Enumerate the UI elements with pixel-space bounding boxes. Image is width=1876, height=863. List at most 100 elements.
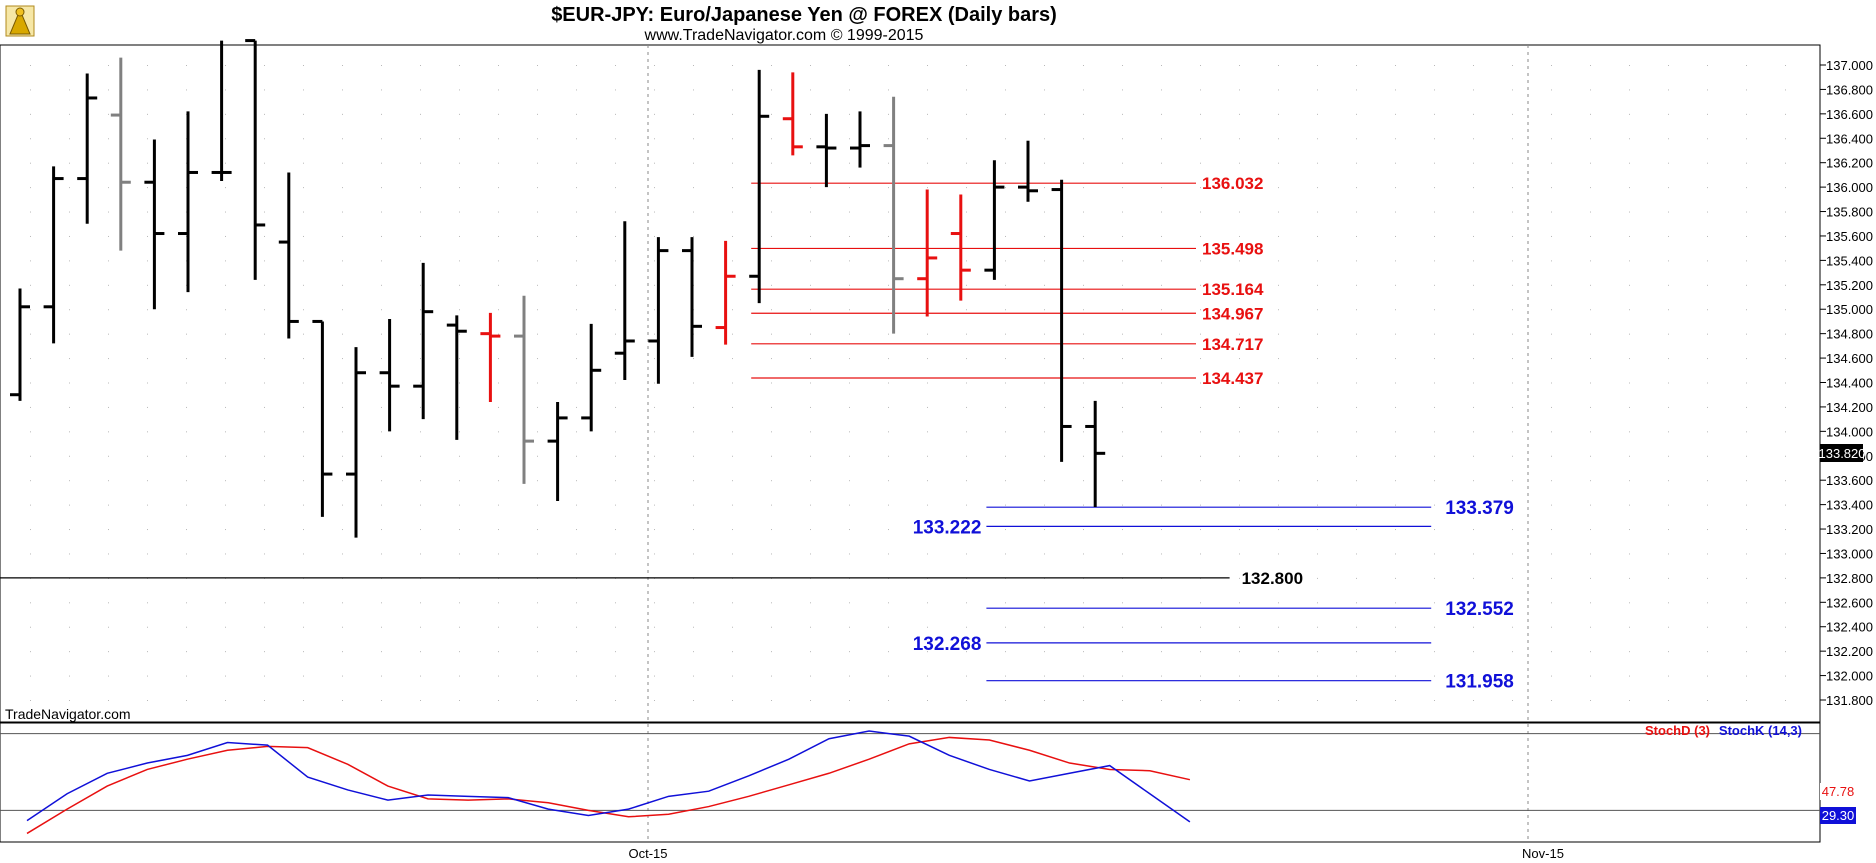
grid-dot — [1239, 187, 1240, 189]
grid-dot — [186, 431, 187, 433]
grid-dot — [1317, 455, 1318, 457]
grid-dot — [420, 480, 421, 482]
grid-dot — [849, 382, 850, 384]
price-panel-frame — [0, 44, 1821, 723]
grid-dot — [303, 651, 304, 653]
grid-dot — [654, 284, 655, 286]
grid-dot — [888, 333, 889, 335]
grid-dot — [732, 626, 733, 628]
grid-dot — [1122, 235, 1123, 237]
grid-dot — [1590, 577, 1591, 579]
grid-dot — [1707, 480, 1708, 482]
grid-dot — [1668, 602, 1669, 604]
grid-dot — [108, 406, 109, 408]
grid-dot — [342, 602, 343, 604]
grid-dot — [498, 700, 499, 701]
level-label: 133.379 — [1445, 498, 1514, 519]
grid-dot — [186, 382, 187, 384]
grid-dot — [225, 65, 226, 66]
grid-dot — [69, 455, 70, 457]
grid-dot — [498, 187, 499, 189]
grid-dot — [420, 235, 421, 237]
grid-dot — [1122, 406, 1123, 408]
grid-dot — [576, 651, 577, 653]
grid-dot — [771, 382, 772, 384]
grid-dot — [381, 602, 382, 604]
grid-dot — [537, 529, 538, 531]
grid-dot — [1668, 382, 1669, 384]
grid-dot — [615, 65, 616, 66]
grid-dot — [732, 504, 733, 506]
grid-dot — [849, 480, 850, 482]
grid-dot — [1668, 309, 1669, 311]
grid-dot — [1278, 602, 1279, 604]
grid-dot — [1551, 504, 1552, 506]
grid-dot — [1200, 480, 1201, 482]
grid-dot — [810, 406, 811, 408]
grid-dot — [732, 602, 733, 604]
ohlc-bar — [984, 160, 1005, 280]
grid-dot — [30, 235, 31, 237]
grid-dot — [1512, 602, 1513, 604]
grid-dot — [654, 358, 655, 360]
grid-dot — [1707, 602, 1708, 604]
grid-dot — [420, 675, 421, 677]
grid-dot — [381, 89, 382, 91]
grid-dot — [1473, 480, 1474, 482]
grid-dot — [693, 480, 694, 482]
grid-dot — [1551, 700, 1552, 701]
grid-dot — [1629, 333, 1630, 335]
grid-dot — [420, 211, 421, 213]
grid-dot — [732, 65, 733, 66]
stochastic-panel — [0, 730, 1820, 835]
grid-dot — [498, 333, 499, 335]
grid-dot — [771, 480, 772, 482]
grid-dot — [810, 651, 811, 653]
grid-dot — [1239, 626, 1240, 628]
grid-dot — [1785, 651, 1786, 653]
grid-dot — [1395, 651, 1396, 653]
grid-dot — [927, 504, 928, 506]
grid-dot — [147, 382, 148, 384]
grid-dot — [30, 65, 31, 66]
grid-dot — [810, 529, 811, 531]
grid-dot — [225, 113, 226, 115]
grid-dot — [1629, 187, 1630, 189]
grid-dot — [381, 187, 382, 189]
grid-dot — [1707, 113, 1708, 115]
grid-dot — [264, 626, 265, 628]
grid-dot — [1473, 89, 1474, 91]
grid-dot — [69, 626, 70, 628]
grid-dot — [1629, 138, 1630, 140]
grid-dot — [147, 65, 148, 66]
grid-dot — [1434, 113, 1435, 115]
grid-dot — [576, 358, 577, 360]
grid-dot — [1200, 358, 1201, 360]
grid-dot — [966, 333, 967, 335]
grid-dot — [498, 260, 499, 262]
ohlc-bar — [446, 315, 467, 440]
grid-dot — [654, 626, 655, 628]
grid-dot — [654, 431, 655, 433]
grid-dot — [1785, 333, 1786, 335]
grid-dot — [1044, 480, 1045, 482]
grid-dot — [654, 382, 655, 384]
legend-stochk: StochK (14,3) — [1719, 723, 1802, 738]
grid-dot — [1551, 602, 1552, 604]
grid-dot — [1122, 187, 1123, 189]
grid-dot — [537, 309, 538, 311]
grid-dot — [1356, 65, 1357, 66]
grid-dot — [1473, 284, 1474, 286]
y-tick-label: 134.400 — [1826, 376, 1873, 391]
grid-dot — [1356, 211, 1357, 213]
grid-dot — [1434, 602, 1435, 604]
grid-dot — [576, 504, 577, 506]
grid-dot — [186, 553, 187, 555]
y-tick-label: 136.000 — [1826, 180, 1873, 195]
grid-dot — [1044, 235, 1045, 237]
grid-dot — [537, 431, 538, 433]
grid-dot — [615, 651, 616, 653]
grid-dot — [498, 382, 499, 384]
grid-dot — [1551, 113, 1552, 115]
grid-dot — [1317, 211, 1318, 213]
